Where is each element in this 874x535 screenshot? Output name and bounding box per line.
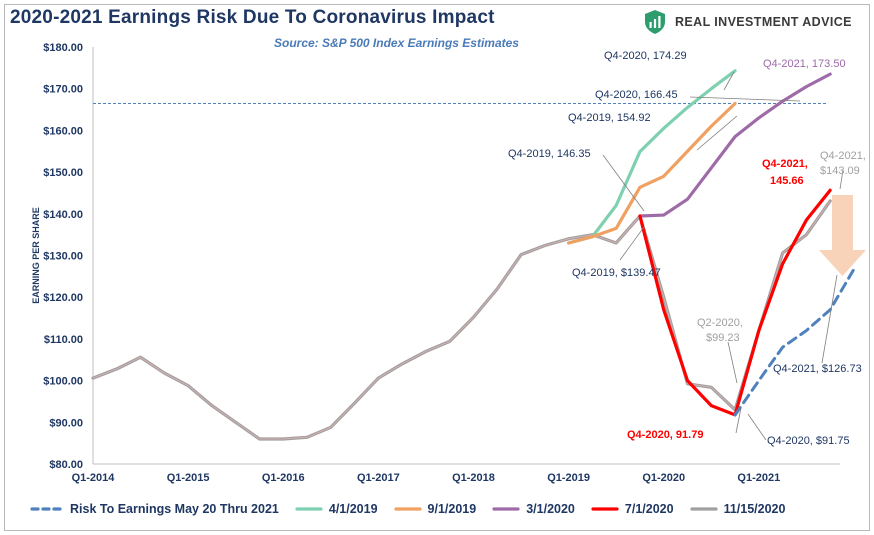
x-tick-label: Q1-2018 <box>452 472 495 484</box>
leader-line <box>727 341 738 384</box>
leader-line <box>689 96 801 102</box>
legend-label: Risk To Earnings May 20 Thru 2021 <box>70 502 279 516</box>
annotation-label: Q4-2019, 154.92 <box>568 112 651 124</box>
legend-swatch <box>393 507 422 511</box>
brand-logo: REAL INVESTMENT ADVICE <box>643 9 852 35</box>
risk-arrow-icon <box>819 195 866 276</box>
leader-line <box>747 413 767 441</box>
leader-line <box>723 71 735 91</box>
legend-item: 11/15/2020 <box>689 502 786 516</box>
chart-title: 2020-2021 Earnings Risk Due To Coronavir… <box>10 7 495 28</box>
y-tick-label: $100.00 <box>43 376 83 388</box>
annotation-label: Q2-2020, <box>697 317 743 329</box>
annotation-label: Q4-2020, 174.29 <box>604 50 687 62</box>
annotation-label: Q4-2020, 166.45 <box>595 89 678 101</box>
legend-label: 9/1/2019 <box>427 502 477 516</box>
annotation-label: Q4-2020, $91.75 <box>767 435 850 447</box>
leader-line <box>602 154 645 212</box>
legend-label: 7/1/2020 <box>624 502 674 516</box>
series-line <box>566 69 737 245</box>
legend-swatch <box>295 507 323 511</box>
y-tick-label: $180.00 <box>43 42 83 54</box>
x-tick-label: Q1-2016 <box>262 472 305 484</box>
legend-swatch <box>591 507 619 511</box>
y-tick-label: $150.00 <box>43 167 83 179</box>
legend-item: 7/1/2020 <box>591 502 674 516</box>
x-tick-label: Q1-2019 <box>547 472 590 484</box>
x-tick-label: Q1-2017 <box>357 472 400 484</box>
leader-line <box>735 407 742 434</box>
legend-item: Risk To Earnings May 20 Thru 2021 <box>30 502 279 516</box>
y-tick-label: $110.00 <box>44 334 83 346</box>
legend-swatch <box>689 507 718 511</box>
annotation-label: Q4-2021, $126.73 <box>773 363 862 375</box>
chart-subtitle: Source: S&P 500 Index Earnings Estimates <box>274 36 519 50</box>
legend-swatch <box>30 507 64 511</box>
series-line-outline <box>92 200 831 440</box>
legend-item: 3/1/2020 <box>492 502 575 516</box>
y-tick-label: $140.00 <box>43 209 83 221</box>
y-tick-label: $90.00 <box>49 417 83 429</box>
chart-legend: Risk To Earnings May 20 Thru 2021 4/1/201… <box>30 499 801 519</box>
legend-label: 4/1/2019 <box>328 502 378 516</box>
legend-item: 9/1/2019 <box>393 502 477 516</box>
y-tick-label: $170.00 <box>43 84 83 96</box>
annotation-label: Q4-2021, 173.50 <box>763 58 846 70</box>
annotation-label: $99.23 <box>706 332 740 344</box>
series-line <box>638 188 832 417</box>
annotation-label: Q4-2019, 146.35 <box>508 148 591 160</box>
leader-line <box>821 274 838 364</box>
x-tick-label: Q1-2021 <box>737 472 780 484</box>
brand-shield-icon <box>645 10 665 34</box>
annotation-label: Q4-2019, $139.47 <box>572 267 661 279</box>
annotation-label: 145.66 <box>770 175 804 187</box>
leader-line <box>696 115 738 151</box>
series-line <box>733 267 856 417</box>
leader-line <box>839 169 844 190</box>
y-tick-label: $80.00 <box>49 459 83 471</box>
annotation-label: Q4-2021, <box>820 150 866 162</box>
series-line <box>638 72 832 218</box>
x-tick-label: Q1-2014 <box>72 472 116 484</box>
chart-frame <box>4 4 870 531</box>
legend-item: 4/1/2019 <box>295 502 378 516</box>
y-axis-title: EARNING PER SHARE <box>31 207 41 304</box>
annotation-label: $143.09 <box>820 165 860 177</box>
y-tick-label: $130.00 <box>43 251 83 263</box>
annotation-label: Q4-2021, <box>762 158 808 170</box>
annotation-label: Q4-2020, 91.79 <box>627 429 703 441</box>
y-tick-label: $160.00 <box>43 125 83 137</box>
legend-label: 3/1/2020 <box>526 502 575 516</box>
legend-label: 11/15/2020 <box>723 502 786 516</box>
x-tick-label: Q1-2020 <box>642 472 685 484</box>
leader-line <box>619 226 645 261</box>
series-line <box>566 101 737 245</box>
brand-name: REAL INVESTMENT ADVICE <box>675 15 852 29</box>
x-tick-label: Q1-2015 <box>167 472 210 484</box>
y-tick-label: $120.00 <box>43 292 83 304</box>
legend-swatch <box>492 507 520 511</box>
